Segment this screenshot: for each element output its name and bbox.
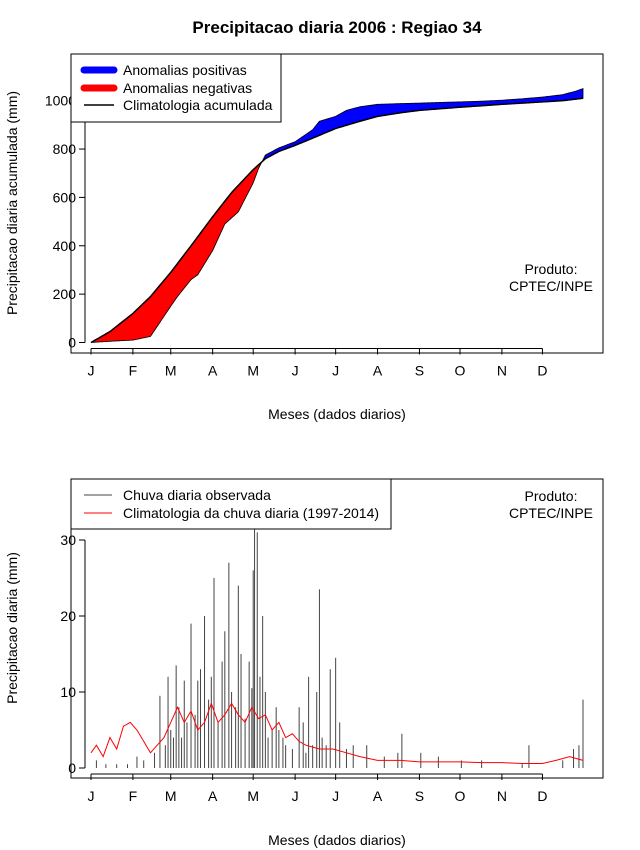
x-tick-label: M — [165, 363, 177, 379]
y-tick-label: 0 — [68, 760, 76, 776]
annotation-source: CPTEC/INPE — [509, 278, 593, 294]
x-tick-label: S — [415, 363, 424, 379]
x-tick-label: D — [537, 788, 547, 804]
legend-label-positive: Anomalias positivas — [123, 62, 247, 78]
legend-label-climatology: Climatologia acumulada — [123, 97, 273, 113]
cumulative-plot-area — [90, 88, 584, 344]
x-tick-label: J — [292, 363, 299, 379]
x-tick-label: M — [247, 363, 259, 379]
observed-bars — [95, 524, 584, 768]
x-tick-label: J — [332, 788, 339, 804]
x-tick-label: J — [292, 788, 299, 804]
daily-chart: 0 10 20 30 J F M A M J J A S O N D Meses (dados diario… — [4, 478, 604, 848]
x-tick-label: F — [129, 363, 138, 379]
y-axis: 0 10 20 30 — [60, 532, 86, 776]
x-tick-label: A — [373, 788, 383, 804]
x-tick-label: M — [247, 788, 259, 804]
positive-anomaly-area — [262, 88, 584, 163]
annotation-product: Produto: — [525, 261, 578, 277]
y-tick-label: 30 — [60, 532, 76, 548]
y-axis-label: Precipitacao diaria (mm) — [4, 552, 20, 704]
plot-frame — [70, 53, 604, 354]
x-tick-label: A — [373, 363, 383, 379]
y-axis-label: Precipitacao diaria acumulada (mm) — [4, 91, 20, 315]
y-tick-label: 600 — [53, 189, 77, 205]
annotation-product: Produto: — [525, 488, 578, 504]
legend-box — [70, 478, 392, 530]
x-tick-label: O — [455, 788, 466, 804]
x-tick-label: J — [332, 363, 339, 379]
x-axis-label: Meses (dados diarios) — [268, 832, 406, 848]
y-tick-label: 800 — [53, 141, 77, 157]
x-tick-label: A — [208, 363, 218, 379]
x-tick-label: N — [497, 363, 507, 379]
x-tick-label: N — [497, 788, 507, 804]
annotation-source: CPTEC/INPE — [509, 505, 593, 521]
chart-title: Precipitacao diaria 2006 : Regiao 34 — [192, 18, 482, 37]
x-tick-label: J — [88, 788, 95, 804]
y-tick-label: 400 — [53, 238, 77, 254]
climatology-daily-line — [90, 701, 584, 764]
y-tick-label: 200 — [53, 286, 77, 302]
x-tick-label: F — [129, 788, 138, 804]
negative-anomaly-area — [90, 161, 262, 343]
x-tick-label: A — [208, 788, 218, 804]
legend-label-observed: Chuva diaria observada — [123, 487, 271, 503]
legend: Anomalias positivas Anomalias negativas … — [70, 53, 282, 123]
x-tick-label: J — [88, 363, 95, 379]
y-tick-label: 0 — [68, 335, 76, 351]
x-axis-label: Meses (dados diarios) — [268, 406, 406, 422]
x-tick-label: M — [165, 788, 177, 804]
x-tick-label: O — [455, 363, 466, 379]
climatology-cumulative-line — [90, 97, 584, 344]
cumulative-chart: Precipitacao diaria 2006 : Regiao 34 0 20… — [4, 18, 604, 422]
y-tick-label: 20 — [60, 608, 76, 624]
x-tick-label: S — [415, 788, 424, 804]
y-tick-label: 10 — [60, 684, 76, 700]
daily-plot-area — [90, 524, 584, 768]
y-axis: 0 200 400 600 800 1000 — [45, 93, 86, 351]
x-tick-label: D — [537, 363, 547, 379]
legend-label-climatology: Climatologia da chuva diaria (1997-2014) — [123, 505, 379, 521]
y-tick-label: 1000 — [45, 93, 76, 109]
legend: Chuva diaria observada Climatologia da c… — [70, 478, 392, 530]
legend-label-negative: Anomalias negativas — [123, 80, 252, 96]
